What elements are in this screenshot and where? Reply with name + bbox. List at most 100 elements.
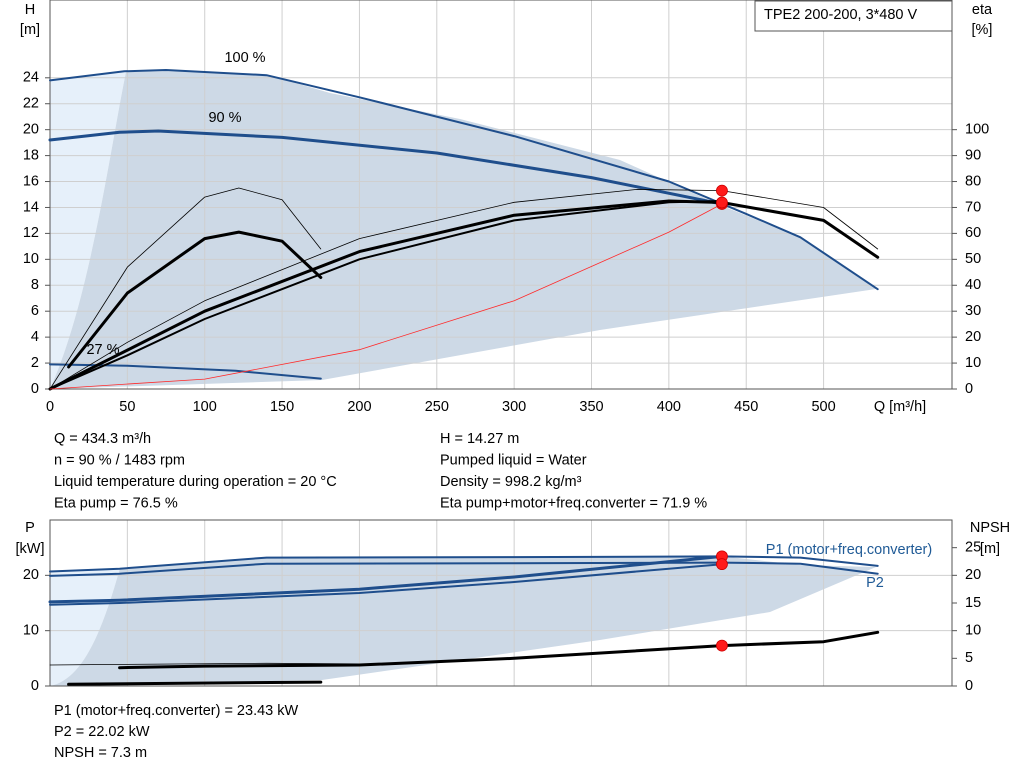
curve (49, 187, 322, 390)
x-tick-label: 350 (579, 399, 603, 415)
y2-tick-label: 10 (965, 622, 981, 638)
y2-tick-label: 30 (965, 303, 981, 319)
curve-label: 90 % (208, 110, 241, 126)
y2-tick-label: 20 (965, 329, 981, 345)
y-tick-label: 6 (31, 303, 39, 319)
curve (67, 230, 323, 369)
x-tick-label: 150 (270, 399, 294, 415)
y-tick-label: 20 (23, 121, 39, 137)
curve (48, 129, 724, 206)
y-tick-label: 20 (23, 567, 39, 583)
curve (118, 630, 880, 670)
curve (49, 69, 879, 291)
range-dark (50, 71, 876, 389)
curve (48, 554, 724, 604)
y2-tick-label: 20 (965, 567, 981, 583)
y2--label: eta (972, 2, 993, 18)
y2-tick-label: 90 (965, 147, 981, 163)
x-tick-label: 300 (502, 399, 526, 415)
y-tick-label: 16 (23, 173, 39, 189)
x-tick-label: 400 (657, 399, 681, 415)
curve (48, 199, 880, 391)
y2--unit: [m] (980, 541, 1000, 557)
chart: 0 50 100 150 200 250 300 350 400 450 5000246810121… (20, 0, 993, 511)
duty-point (716, 184, 728, 197)
y-tick-label: 24 (23, 70, 39, 86)
y2-tick-label: 60 (965, 225, 981, 241)
y2-tick-label: 0 (965, 381, 973, 397)
y-unit: [kW] (16, 541, 45, 557)
y-unit: [m] (20, 22, 40, 38)
y2--label: NPSH (970, 520, 1010, 536)
y-tick-label: 22 (23, 96, 39, 112)
curve (49, 561, 879, 577)
curve (49, 563, 723, 606)
x-tick-label: 250 (425, 399, 449, 415)
y-tick-label: 10 (23, 251, 39, 267)
curve (49, 203, 723, 390)
y-tick-label: 14 (23, 199, 39, 215)
info-line: NPSH = 7.3 m (54, 745, 147, 761)
title-box (754, 0, 953, 32)
x-tick-label: 0 (46, 399, 54, 415)
y2-tick-label: 5 (965, 650, 973, 666)
info-line: P1 (motor+freq.converter) = 23.43 kW (54, 703, 298, 719)
y-tick-label: 18 (23, 147, 39, 163)
x-tick-label: 200 (347, 399, 371, 415)
y2-tick-label: 100 (965, 121, 989, 137)
y-tick-label: 4 (31, 329, 39, 345)
y2-tick-label: 70 (965, 199, 981, 215)
y2-tick-label: 15 (965, 595, 981, 611)
info-line: n = 90 % / 1483 rpm (54, 452, 185, 468)
y2--unit: [%] (972, 22, 993, 38)
y-tick-label: 8 (31, 277, 39, 293)
chart-title: TPE2 200-200, 3*480 V (764, 7, 917, 23)
y-tick-label: 12 (23, 225, 39, 241)
y-label: P (25, 520, 35, 536)
x-tick-label: 500 (811, 399, 835, 415)
y2-tick-label: 80 (965, 173, 981, 189)
y2-tick-label: 10 (965, 355, 981, 371)
curve (49, 363, 322, 380)
y-label: H (25, 2, 35, 18)
range-light (50, 72, 126, 389)
info-line: P2 = 22.02 kW (54, 724, 150, 740)
y-tick-label: 0 (31, 678, 39, 694)
curve-label: 100 % (224, 50, 265, 66)
curve-label: 27 % (86, 342, 119, 358)
plot-frame (49, 0, 953, 390)
y2-tick-label: 25 (965, 539, 981, 555)
operating-range (50, 71, 876, 686)
info-line: Liquid temperature during operation = 20… (54, 474, 337, 490)
x-tick-label: 100 (193, 399, 217, 415)
x-tick-label: 50 (119, 399, 135, 415)
range-light (50, 568, 120, 686)
info-line: Q = 434.3 m³/h (54, 431, 151, 447)
y2-tick-label: 0 (965, 678, 973, 694)
y2-tick-label: 40 (965, 277, 981, 293)
info-line: H = 14.27 m (440, 431, 519, 447)
curve (49, 200, 723, 390)
info-line: Pumped liquid = Water (440, 452, 587, 468)
x-label: Q [m³/h] (874, 399, 926, 415)
x-tick-label: 450 (734, 399, 758, 415)
range-dark (50, 556, 876, 686)
curve-label: P2 (866, 575, 884, 591)
info-line: Eta pump+motor+freq.converter = 71.9 % (440, 495, 707, 511)
curve (49, 662, 360, 666)
info-line: Density = 998.2 kg/m³ (440, 474, 582, 490)
curve (67, 680, 323, 686)
y-tick-label: 10 (23, 622, 39, 638)
y2-tick-label: 50 (965, 251, 981, 267)
curve (49, 555, 879, 573)
info-line: Eta pump = 76.5 % (54, 495, 178, 511)
curve (49, 188, 879, 390)
y-tick-label: 2 (31, 355, 39, 371)
duty-point (716, 196, 728, 209)
duty-point (716, 558, 728, 571)
duty-point (716, 639, 728, 652)
curve-label: P1 (motor+freq.converter) (766, 542, 932, 558)
chart: 0 10 20 0 5 10 15 20 25 P [kW] NPSH [m] P1 (motor+fre… (16, 519, 1010, 761)
y-tick-label: 0 (31, 381, 39, 397)
